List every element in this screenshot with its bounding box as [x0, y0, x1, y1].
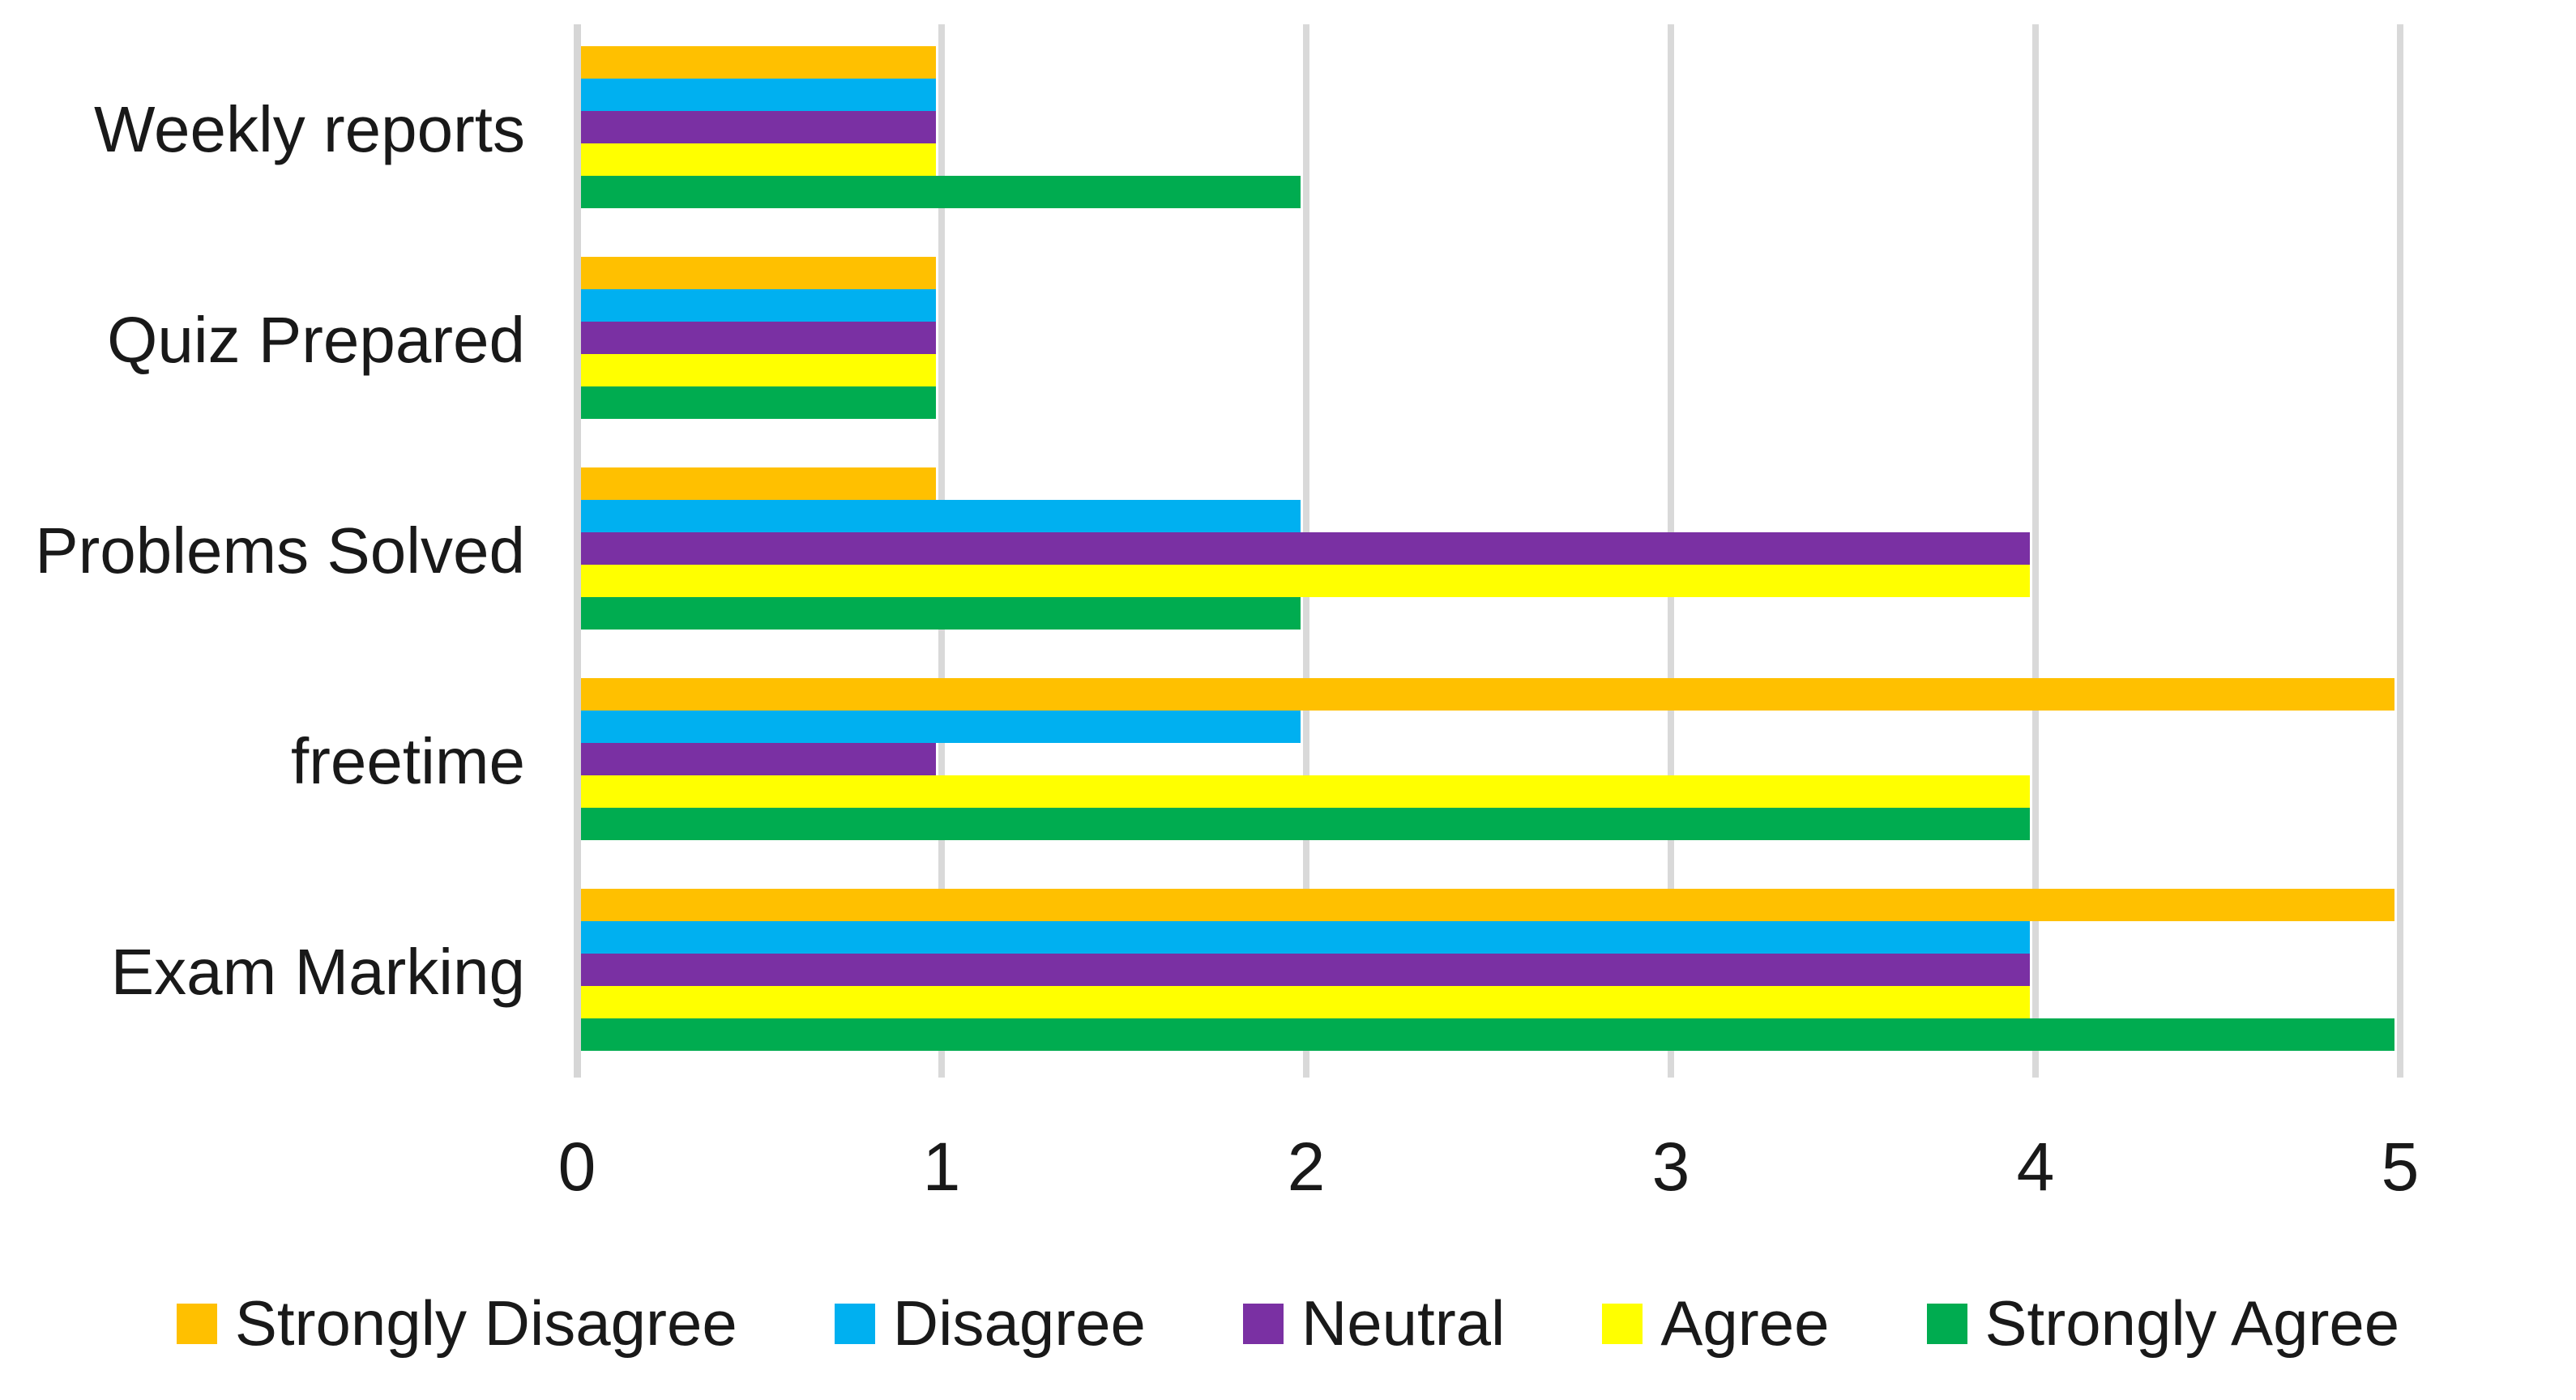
- bar-strongly-disagree-problems-solved: [581, 467, 936, 500]
- category-label-quiz-prepared: Quiz Prepared: [107, 304, 525, 376]
- bar-agree-weekly-reports: [581, 143, 936, 176]
- legend-item-neutral: Neutral: [1242, 1287, 1506, 1360]
- bar-strongly-agree-problems-solved: [581, 597, 1301, 630]
- legend-swatch-disagree: [834, 1303, 875, 1344]
- bar-neutral-weekly-reports: [581, 111, 936, 143]
- gridline-5: [2397, 24, 2403, 1078]
- bar-strongly-agree-weekly-reports: [581, 176, 1301, 208]
- plot-area: [574, 24, 2576, 1078]
- bar-strongly-disagree-exam-marking: [581, 889, 2394, 921]
- x-tick-3: 3: [1651, 1129, 1690, 1205]
- legend-item-agree: Agree: [1602, 1287, 1830, 1360]
- bar-disagree-problems-solved: [581, 500, 1301, 532]
- legend-label-agree: Agree: [1660, 1287, 1830, 1359]
- category-label-exam-marking: Exam Marking: [110, 936, 525, 1008]
- category-label-problems-solved: Problems Solved: [35, 514, 525, 587]
- bar-strongly-agree-freetime: [581, 808, 2030, 840]
- bar-strongly-disagree-freetime: [581, 678, 2394, 711]
- bar-strongly-disagree-weekly-reports: [581, 46, 936, 79]
- x-tick-4: 4: [2016, 1129, 2055, 1205]
- x-tick-2: 2: [1287, 1129, 1326, 1205]
- legend-swatch-neutral: [1242, 1303, 1284, 1344]
- bar-neutral-problems-solved: [581, 532, 2030, 565]
- category-label-freetime: freetime: [291, 725, 525, 797]
- legend-swatch-agree: [1602, 1303, 1643, 1344]
- bar-disagree-weekly-reports: [581, 79, 936, 111]
- legend: Strongly Disagree Disagree Neutral Agree Str…: [0, 1287, 2576, 1360]
- legend-swatch-strongly-disagree: [176, 1303, 217, 1344]
- bar-neutral-freetime: [581, 743, 936, 775]
- legend-label-strongly-agree: Strongly Agree: [1984, 1287, 2400, 1359]
- bar-agree-freetime: [581, 775, 2030, 808]
- bar-strongly-disagree-quiz-prepared: [581, 257, 936, 289]
- bar-disagree-exam-marking: [581, 921, 2030, 954]
- value-axis-line: [574, 24, 581, 1078]
- category-label-weekly-reports: Weekly reports: [93, 93, 525, 165]
- gridline-4: [2032, 24, 2039, 1078]
- bar-agree-quiz-prepared: [581, 354, 936, 386]
- x-tick-0: 0: [557, 1129, 596, 1205]
- legend-label-strongly-disagree: Strongly Disagree: [234, 1287, 737, 1359]
- bar-strongly-agree-exam-marking: [581, 1018, 2394, 1051]
- legend-label-neutral: Neutral: [1301, 1287, 1506, 1359]
- legend-swatch-strongly-agree: [1926, 1303, 1967, 1344]
- bar-strongly-agree-quiz-prepared: [581, 386, 936, 419]
- legend-item-strongly-agree: Strongly Agree: [1926, 1287, 2400, 1360]
- bar-disagree-freetime: [581, 711, 1301, 743]
- legend-label-disagree: Disagree: [892, 1287, 1146, 1359]
- x-tick-1: 1: [922, 1129, 961, 1205]
- bar-agree-exam-marking: [581, 986, 2030, 1018]
- bar-neutral-quiz-prepared: [581, 322, 936, 354]
- legend-item-disagree: Disagree: [834, 1287, 1146, 1360]
- legend-item-strongly-disagree: Strongly Disagree: [176, 1287, 737, 1360]
- bar-neutral-exam-marking: [581, 954, 2030, 986]
- bar-disagree-quiz-prepared: [581, 289, 936, 322]
- bar-agree-problems-solved: [581, 565, 2030, 597]
- x-tick-5: 5: [2381, 1129, 2420, 1205]
